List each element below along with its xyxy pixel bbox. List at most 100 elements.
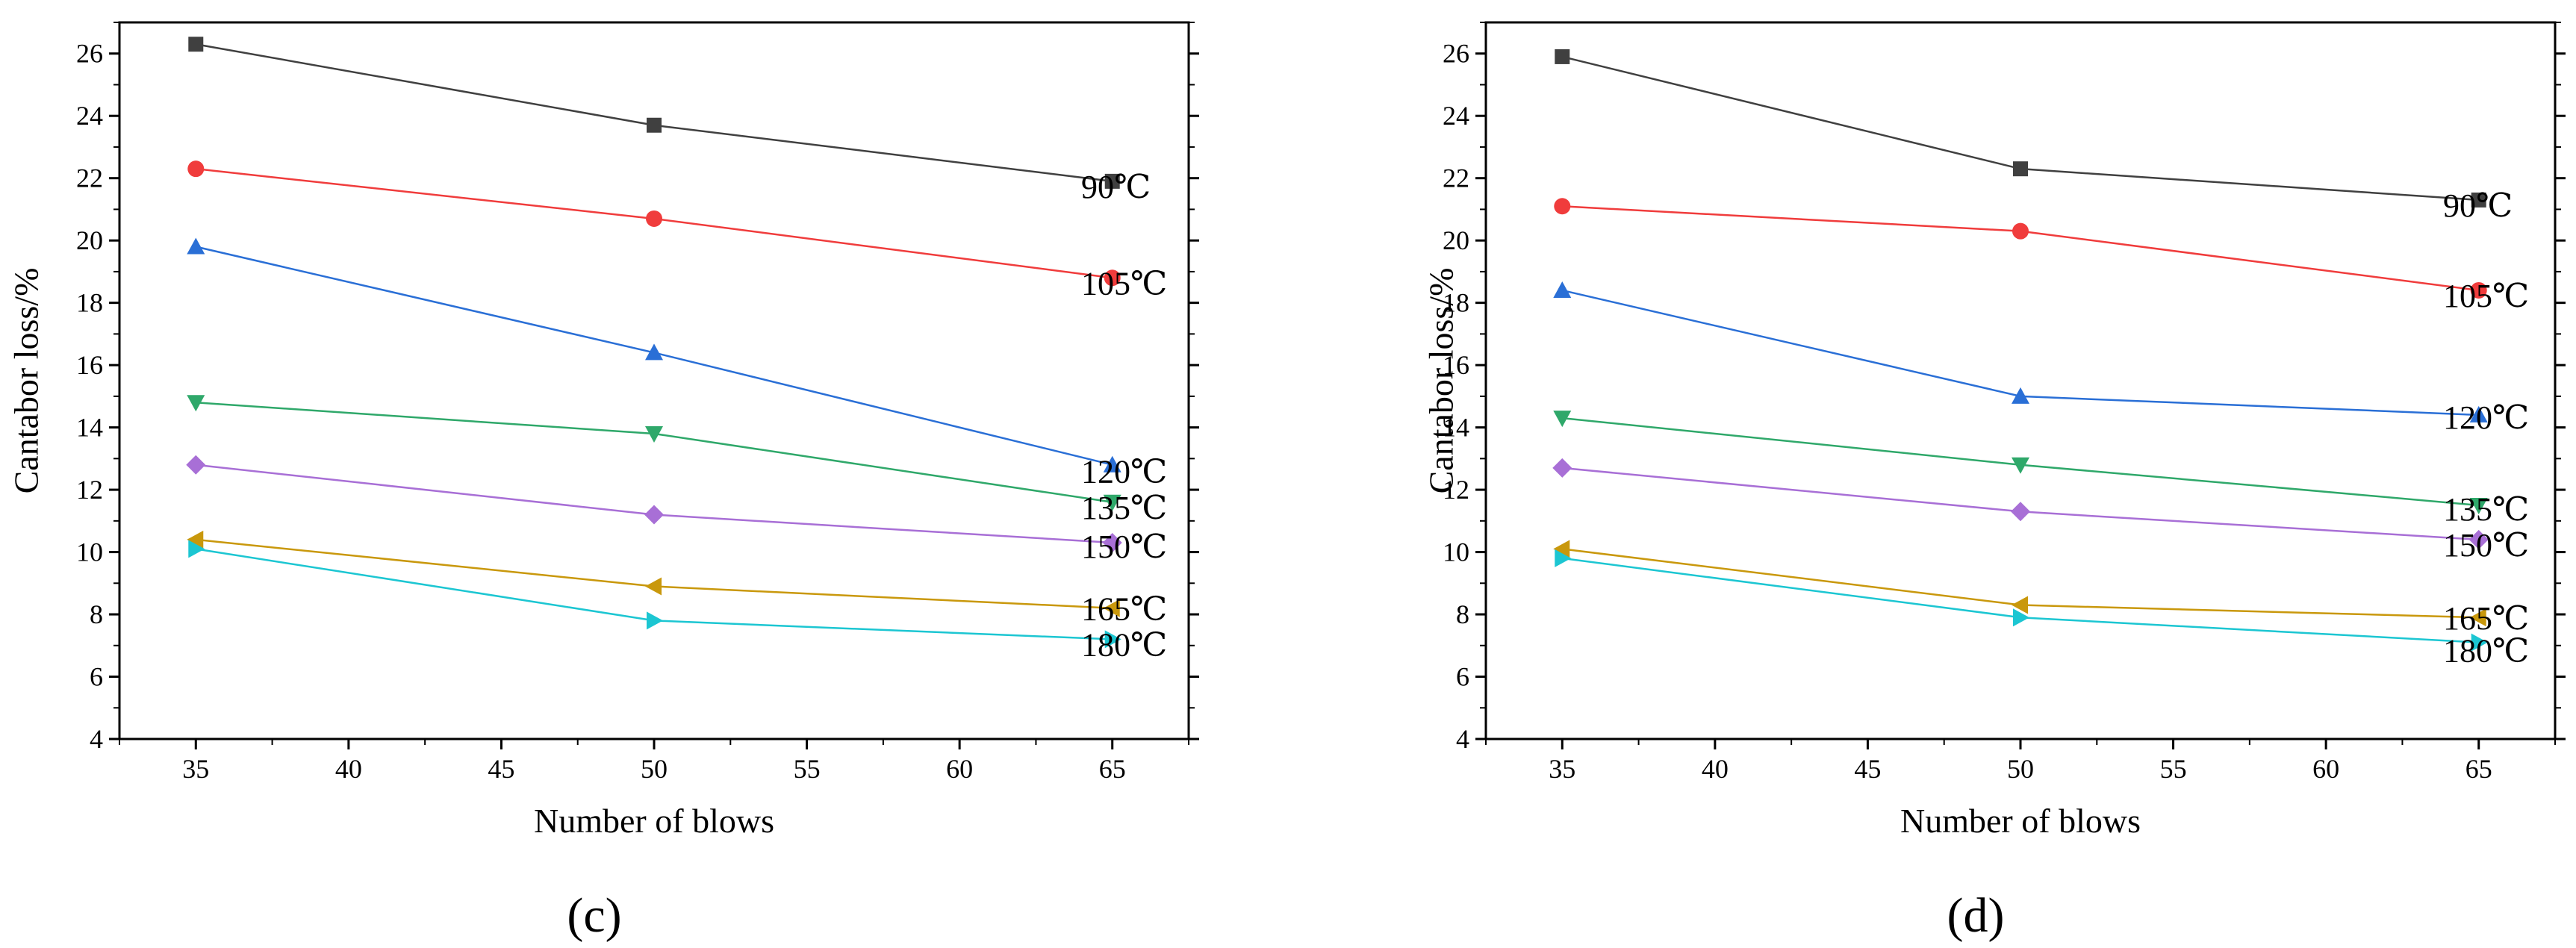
y-tick-label: 12 [1443, 475, 1469, 505]
data-point [2012, 457, 2029, 474]
x-tick-label: 65 [1099, 754, 1126, 784]
chart-panel-c: 4 6 8 10 12 14 16 18 20 22 24 26 35 40 45 50 55 60 65 Numbe… [7, 21, 1199, 943]
series-line [196, 43, 1113, 183]
y-tick-label: 8 [1456, 599, 1469, 629]
series-line [196, 401, 1113, 504]
data-point [645, 343, 663, 361]
y-tick-label: 10 [76, 537, 103, 567]
plot-frame [1484, 21, 2557, 740]
data-point [2469, 405, 2488, 422]
series-label: 120℃ [2443, 399, 2529, 436]
x-tick-label: 35 [182, 754, 209, 784]
data-point [2471, 633, 2488, 652]
series-label: 180℃ [2443, 633, 2529, 670]
data-point [2469, 608, 2486, 627]
data-point [1554, 198, 1571, 215]
y-tick-label: 24 [1443, 101, 1469, 131]
data-point [2012, 596, 2028, 614]
x-tick-label: 60 [946, 754, 973, 784]
series-label: 90℃ [1081, 169, 1151, 205]
series-label: 135℃ [1081, 490, 1167, 526]
y-tick-label: 18 [1443, 288, 1469, 318]
data-point [187, 395, 205, 412]
y-tick-label: 4 [90, 724, 103, 754]
series-label: 105℃ [2443, 278, 2529, 314]
data-point [187, 530, 204, 549]
data-point [647, 117, 662, 133]
data-point [1553, 411, 1572, 428]
y-tick-label: 14 [1443, 413, 1469, 443]
x-axis-title: Number of blows [1900, 802, 2141, 840]
data-point [2469, 497, 2488, 514]
y-tick-label: 22 [76, 163, 103, 193]
x-tick-label: 55 [2160, 754, 2187, 784]
y-tick-label: 20 [1443, 225, 1469, 255]
data-point [187, 160, 205, 178]
series-label: 105℃ [1081, 265, 1167, 302]
series-label: 150℃ [2443, 527, 2529, 564]
data-point [1553, 540, 1570, 558]
data-point [1104, 269, 1121, 287]
panel-label: (c) [567, 888, 621, 943]
y-tick-label: 24 [76, 101, 103, 131]
data-point [646, 210, 662, 227]
data-point [1552, 458, 1572, 478]
panel-label: (d) [1947, 888, 2005, 943]
chart-panel-d: 4 6 8 10 12 14 16 18 20 22 24 26 35 40 45 50 55 60 65 Numbe… [1422, 21, 2566, 943]
series-line [196, 464, 1113, 544]
data-point [1555, 49, 1570, 64]
data-point [2013, 608, 2029, 627]
series-label: 150℃ [1081, 528, 1167, 565]
y-tick-label: 12 [76, 475, 103, 505]
y-tick-label: 10 [1443, 537, 1469, 567]
x-tick-label: 65 [2465, 754, 2492, 784]
series-label: 135℃ [2443, 491, 2529, 528]
x-tick-label: 55 [794, 754, 821, 784]
data-point [187, 237, 205, 255]
y-tick-label: 20 [76, 225, 103, 255]
series-label: 165℃ [1081, 591, 1167, 628]
data-point [2471, 192, 2486, 208]
y-tick-label: 16 [1443, 350, 1469, 380]
y-tick-label: 6 [90, 662, 103, 692]
data-point [188, 540, 205, 558]
series-line [196, 538, 1113, 609]
series-line [1561, 55, 2479, 202]
y-tick-label: 18 [76, 288, 103, 318]
series-label: 165℃ [2443, 600, 2529, 637]
series-label: 180℃ [1081, 626, 1167, 663]
data-point [1104, 630, 1121, 649]
data-point [1103, 494, 1121, 511]
series-label: 120℃ [1081, 454, 1167, 490]
y-tick-label: 26 [76, 39, 103, 69]
y-tick-label: 26 [1443, 39, 1469, 69]
data-point [645, 425, 663, 443]
x-tick-label: 50 [641, 754, 668, 784]
series-label: 90℃ [2443, 187, 2513, 224]
data-point [647, 611, 663, 630]
y-tick-label: 14 [76, 413, 103, 443]
x-tick-label: 40 [335, 754, 362, 784]
data-point [1553, 281, 1572, 298]
data-point [188, 37, 204, 52]
data-point [1102, 533, 1122, 553]
y-tick-label: 22 [1443, 163, 1469, 193]
data-point [1555, 549, 1572, 567]
y-tick-label: 8 [90, 599, 103, 629]
data-point [2470, 281, 2487, 299]
x-tick-label: 35 [1549, 754, 1575, 784]
series-line [1562, 205, 2479, 292]
x-axis-title: Number of blows [534, 802, 774, 840]
x-tick-label: 45 [488, 754, 514, 784]
y-axis-title: Cantabor loss/% [7, 268, 46, 494]
y-tick-label: 16 [76, 350, 103, 380]
data-point [2012, 387, 2029, 404]
x-tick-label: 45 [1854, 754, 1881, 784]
y-axis-title: Cantabor loss/% [1422, 268, 1460, 494]
data-point [2012, 222, 2029, 240]
x-tick-label: 40 [1702, 754, 1729, 784]
data-point [1104, 173, 1120, 189]
data-point [186, 455, 206, 475]
data-point [2013, 161, 2028, 177]
